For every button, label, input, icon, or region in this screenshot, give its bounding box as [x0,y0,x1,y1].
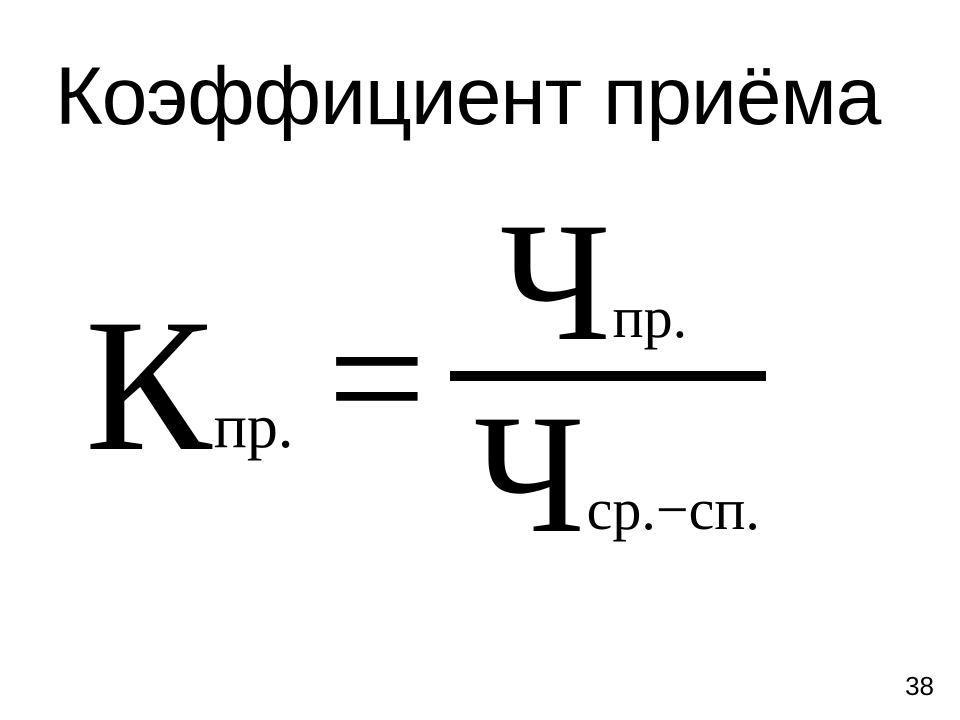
fraction: Ч пр. Ч ср.−сп. [450,197,766,559]
numerator-variable: Ч [500,197,610,367]
denominator-sub-right: сп. [689,477,760,542]
slide-title: Коэффициент приёма [55,50,880,144]
denominator-sub-left: ср. [587,477,656,542]
page-number: 38 [905,671,934,702]
numerator: Ч пр. [450,197,766,367]
denominator: Ч ср.−сп. [450,389,766,559]
lhs-subscript: пр. [214,392,294,463]
lhs-variable: К [85,291,212,481]
formula-row: К пр. = Ч пр. Ч ср.−сп. [85,205,905,567]
denominator-sub-minus: − [656,477,689,542]
formula-block: К пр. = Ч пр. Ч ср.−сп. [85,205,905,567]
equals-sign: = [327,291,426,466]
denominator-subscript: ср.−сп. [587,476,760,543]
denominator-variable: Ч [474,389,584,559]
formula-lhs: К пр. [85,291,293,481]
numerator-subscript: пр. [613,284,688,351]
